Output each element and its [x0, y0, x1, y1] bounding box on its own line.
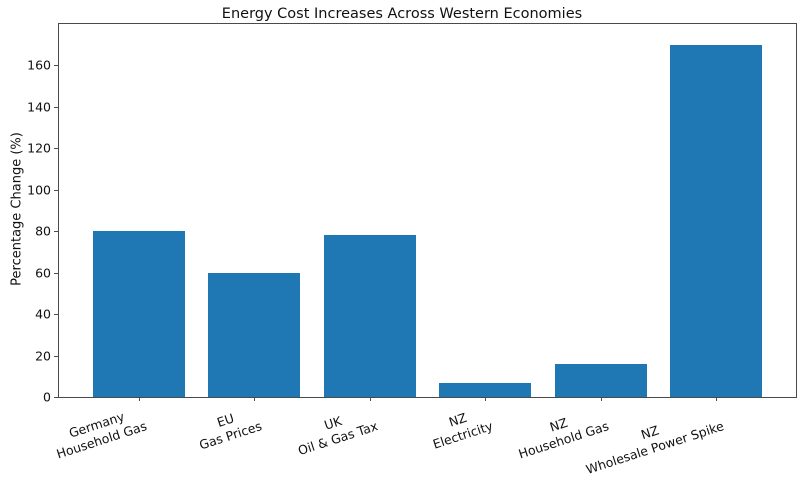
y-tick-label: 20 — [35, 348, 51, 364]
y-tick-mark — [54, 231, 58, 233]
x-tick-label: NZ Electricity — [431, 409, 495, 452]
bar-4 — [554, 363, 647, 397]
y-tick-mark — [54, 148, 58, 150]
bar-5 — [670, 44, 763, 397]
x-tick-mark — [254, 397, 256, 401]
y-tick-label: 40 — [35, 306, 51, 322]
x-tick-mark — [138, 397, 140, 401]
y-tick-label: 100 — [27, 182, 51, 198]
bar-1 — [208, 272, 301, 397]
y-tick-mark — [54, 355, 58, 357]
y-tick-mark — [54, 189, 58, 191]
y-tick-mark — [54, 272, 58, 274]
y-tick-label: 80 — [35, 223, 51, 239]
bar-3 — [439, 383, 532, 397]
y-axis-label: Percentage Change (%) — [9, 132, 25, 286]
chart-title: Energy Cost Increases Across Western Eco… — [221, 6, 583, 22]
y-tick-mark — [54, 397, 58, 398]
y-tick-mark — [54, 314, 58, 316]
y-tick-label: 140 — [27, 99, 51, 115]
y-tick-label: 160 — [27, 57, 51, 73]
x-tick-label: EU Gas Prices — [197, 410, 264, 453]
y-tick-mark — [54, 106, 58, 108]
plot-area: 0 20 40 60 80 100 120 140 160 Germany Household G… — [27, 23, 797, 477]
x-tick-mark — [369, 397, 371, 401]
x-tick-label: Germany Household Gas — [54, 408, 149, 462]
y-tick-label: 60 — [35, 265, 51, 281]
x-tick-mark — [485, 397, 487, 401]
bar-2 — [323, 235, 416, 397]
y-tick-label: 120 — [27, 140, 51, 156]
bar-0 — [92, 231, 185, 397]
x-tick-mark — [600, 397, 602, 401]
y-tick-mark — [54, 65, 58, 67]
y-tick-label: 0 — [43, 389, 51, 405]
x-tick-label: UK Oil & Gas Tax — [295, 413, 380, 458]
x-tick-mark — [716, 397, 718, 401]
